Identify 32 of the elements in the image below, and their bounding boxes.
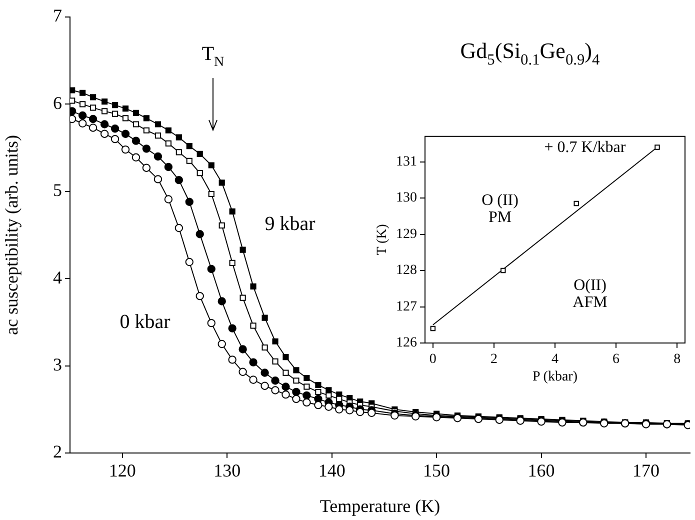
y-tick-label: 126 bbox=[396, 336, 417, 351]
y-tick-label: 130 bbox=[396, 190, 417, 206]
y-tick-label: 7 bbox=[53, 6, 62, 26]
y-tick-label: 2 bbox=[53, 442, 62, 462]
y-tick-label: 129 bbox=[396, 226, 417, 242]
y-tick-label: 127 bbox=[396, 299, 417, 314]
annotation: 9 kbar bbox=[264, 213, 316, 235]
x-axis-title: Temperature (K) bbox=[320, 496, 440, 516]
annotation: 0 kbar bbox=[120, 311, 171, 333]
y-tick-label: 4 bbox=[53, 267, 62, 288]
x-tick-label: 150 bbox=[423, 460, 450, 481]
x-tick-label: 170 bbox=[632, 460, 660, 481]
x-tick-label: 120 bbox=[108, 460, 136, 481]
y-tick-label: 128 bbox=[396, 263, 417, 278]
x-tick-label: 2 bbox=[490, 352, 498, 368]
x-tick-label: 130 bbox=[214, 460, 241, 481]
y-tick-label: 5 bbox=[53, 180, 62, 200]
y-axis-title: T (K) bbox=[375, 224, 390, 256]
x-tick-label: 160 bbox=[528, 460, 555, 481]
annotation: O(II) AFM bbox=[572, 277, 608, 311]
x-tick-label: 0 bbox=[429, 352, 436, 368]
x-tick-label: 8 bbox=[674, 352, 681, 368]
y-tick-label: 131 bbox=[396, 154, 417, 170]
y-tick-label: 6 bbox=[53, 92, 62, 113]
x-tick-label: 6 bbox=[612, 352, 620, 368]
annotation: O (II) PM bbox=[482, 192, 518, 226]
annotation: + 0.7 K/kbar bbox=[544, 139, 626, 156]
y-tick-label: 3 bbox=[53, 354, 62, 375]
y-axis-title: ac susceptibility (arb. units) bbox=[2, 135, 22, 335]
x-tick-label: 140 bbox=[318, 460, 346, 481]
x-tick-label: 4 bbox=[552, 352, 558, 368]
x-axis-title: P (kbar) bbox=[532, 369, 578, 384]
